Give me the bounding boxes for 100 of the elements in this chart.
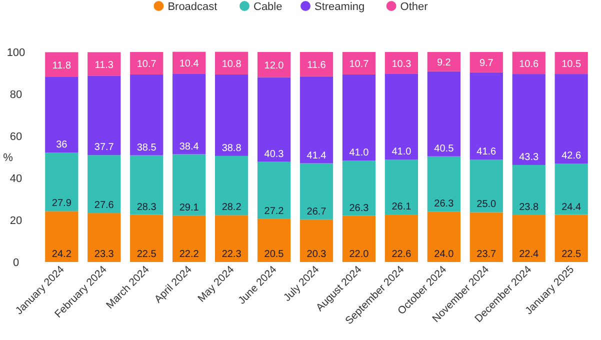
data-label: 24.0 — [434, 249, 454, 260]
data-label: 38.8 — [222, 142, 242, 154]
bar — [172, 74, 206, 154]
bar — [470, 72, 503, 160]
data-label: 9.7 — [479, 58, 494, 70]
bar — [384, 160, 418, 215]
bar — [257, 52, 291, 78]
data-label: 22.3 — [222, 249, 242, 260]
y-tick-label: 40 — [10, 173, 22, 185]
bar — [45, 76, 78, 153]
legend-label: Cable — [254, 1, 282, 13]
data-label: 27.9 — [52, 198, 72, 210]
data-label: 23.3 — [94, 249, 114, 260]
bar — [300, 163, 334, 220]
data-label: 40.5 — [434, 143, 454, 154]
y-tick-label: 60 — [10, 131, 22, 143]
data-label: 43.3 — [519, 152, 540, 163]
data-label: 10.6 — [519, 58, 540, 70]
bar — [88, 213, 121, 262]
bar — [257, 77, 291, 162]
data-label: 20.5 — [264, 249, 284, 260]
bar — [554, 214, 588, 262]
data-label: 11.6 — [307, 60, 326, 72]
bar — [427, 212, 460, 262]
bar — [130, 74, 164, 156]
data-label: 27.6 — [94, 200, 114, 212]
y-axis-title: % — [3, 152, 14, 164]
bar — [554, 164, 588, 215]
bar — [342, 74, 376, 161]
data-label: 26.7 — [306, 206, 327, 218]
data-label: 28.2 — [222, 202, 242, 214]
bar — [214, 74, 248, 156]
data-label: 22.6 — [392, 249, 412, 260]
bar — [470, 160, 503, 212]
bar — [384, 74, 418, 160]
data-label: 40.3 — [264, 148, 284, 160]
bar — [88, 52, 121, 76]
bar — [45, 152, 78, 212]
data-label: 26.1 — [392, 202, 412, 213]
data-label: 22.5 — [562, 249, 582, 260]
data-label: 9.2 — [436, 58, 452, 69]
data-label: 28.3 — [136, 202, 157, 213]
bar — [172, 52, 206, 74]
data-label: 41.6 — [476, 146, 497, 158]
legend-label: Streaming — [314, 1, 365, 13]
data-label: 38.5 — [136, 142, 157, 154]
y-tick-label: 0 — [12, 257, 20, 269]
bar — [172, 154, 206, 216]
bar — [88, 155, 121, 214]
bar — [384, 214, 418, 262]
bar — [342, 52, 376, 74]
data-label: 20.3 — [306, 249, 327, 260]
bar — [45, 211, 78, 262]
data-label: 22.5 — [136, 249, 157, 260]
bar — [470, 212, 503, 262]
data-label: 41.0 — [392, 146, 412, 158]
y-tick-label: 80 — [10, 89, 22, 101]
data-label: 24.4 — [562, 202, 582, 213]
data-label: 27.2 — [264, 206, 284, 217]
data-label: 38.4 — [179, 141, 200, 152]
bar — [130, 155, 164, 215]
bar — [88, 76, 121, 156]
bar — [470, 52, 503, 72]
bar — [130, 52, 164, 74]
bar — [214, 52, 248, 74]
data-label: 10.7 — [136, 59, 157, 70]
bar — [214, 215, 248, 262]
bar — [554, 52, 588, 74]
data-label: 26.3 — [434, 198, 454, 210]
data-label: 23.7 — [476, 249, 497, 260]
data-label: 36 — [56, 140, 68, 151]
data-label: 23.8 — [519, 202, 540, 213]
bar — [257, 218, 291, 262]
bar — [427, 71, 460, 156]
data-label: 29.1 — [179, 202, 200, 214]
bar — [512, 164, 546, 215]
data-label: 10.8 — [222, 59, 242, 70]
data-label: 41.4 — [306, 150, 327, 162]
bar — [130, 214, 164, 262]
bar — [45, 52, 78, 77]
data-label: 10.3 — [392, 58, 412, 70]
data-label: 12.0 — [264, 60, 284, 72]
data-label: 25.0 — [476, 199, 497, 210]
bar — [427, 52, 460, 72]
bar — [512, 52, 546, 74]
data-label: 11.8 — [52, 60, 72, 72]
bar — [257, 162, 291, 219]
bar — [214, 156, 248, 216]
data-label: 10.5 — [562, 59, 582, 70]
bar — [384, 52, 418, 74]
data-label: 26.3 — [349, 202, 370, 214]
y-tick-label: 20 — [10, 215, 22, 227]
bar — [300, 219, 334, 262]
data-label: 22.0 — [349, 249, 370, 260]
data-label: 10.4 — [179, 58, 200, 70]
bar — [512, 74, 546, 165]
data-label: 22.4 — [519, 249, 540, 260]
y-tick-label: 100 — [6, 47, 26, 59]
bar — [300, 52, 334, 76]
data-label: 37.7 — [94, 142, 114, 154]
